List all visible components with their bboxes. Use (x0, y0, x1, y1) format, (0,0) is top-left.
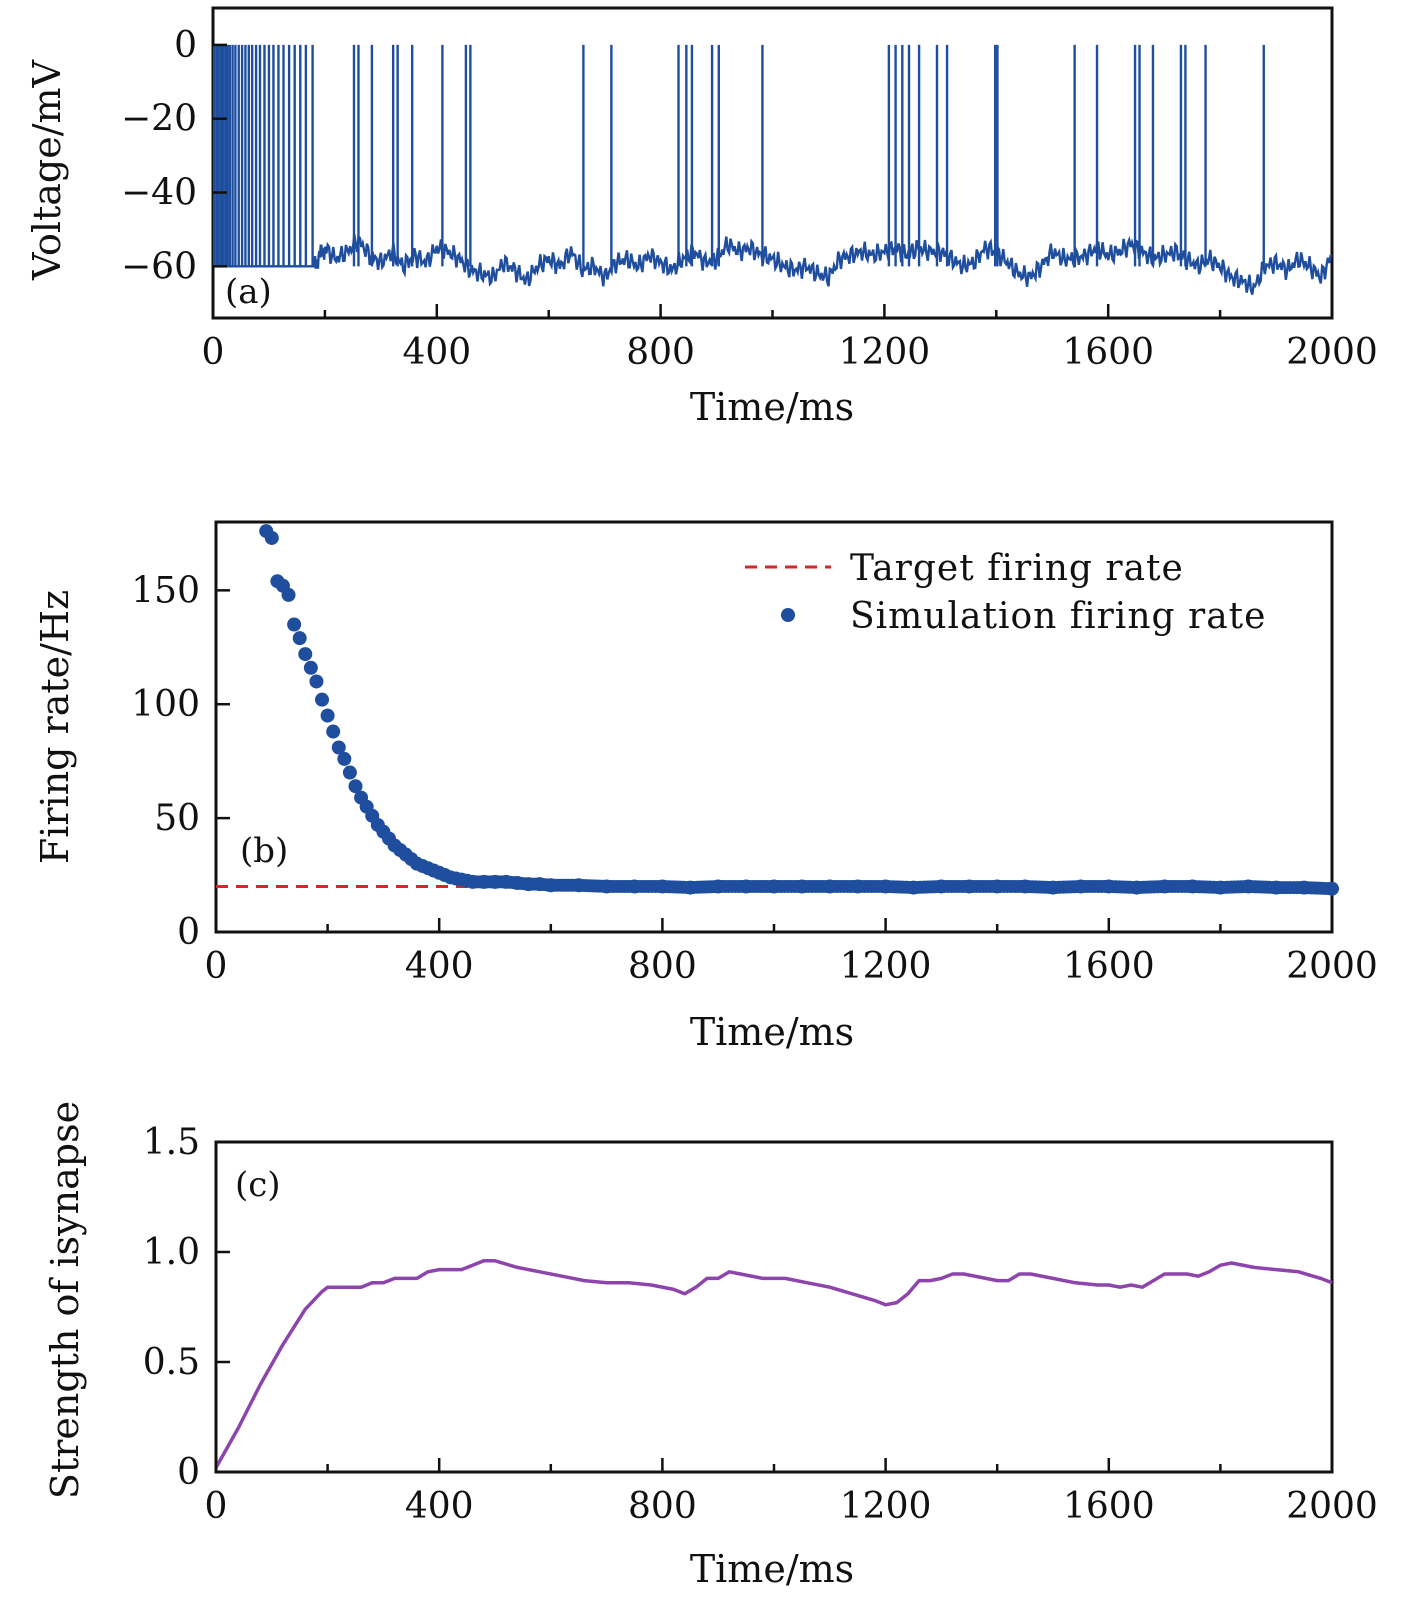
y-tick-label: 100 (131, 684, 200, 725)
x-tick-label: 2000 (1286, 1486, 1378, 1527)
sim-rate-point (337, 751, 352, 766)
panel-b-ylabel: Firing rate/Hz (33, 590, 77, 864)
x-tick-label: 400 (402, 332, 471, 373)
sim-rate-point (326, 724, 341, 739)
y-tick-label: −40 (121, 173, 197, 214)
x-tick-label: 400 (405, 946, 474, 987)
y-tick-label: 1.5 (143, 1122, 200, 1163)
y-tick-label: 50 (154, 798, 200, 839)
sim-rate-point (320, 708, 335, 723)
x-tick-label: 1600 (1062, 332, 1154, 373)
voltage-trace (213, 234, 1332, 295)
strength-line (214, 1259, 1333, 1469)
panel-a-ticks: 0 400 800 1200 1600 2000 0 −20 −40 −60 (121, 25, 1378, 373)
y-tick-label: 150 (131, 570, 200, 611)
x-tick-label: 800 (626, 332, 695, 373)
panel-a-plot (213, 44, 1332, 295)
sim-rate-point (331, 740, 346, 755)
y-tick-label: 1.0 (143, 1232, 200, 1273)
legend: Target firing rate Simulation firing rat… (745, 548, 1266, 637)
sim-rate-point (287, 617, 302, 632)
panel-a-label: (a) (225, 272, 272, 312)
sim-rate-point (303, 660, 318, 675)
y-tick-label: −60 (121, 246, 197, 287)
panel-a: 0 400 800 1200 1600 2000 0 −20 −40 −60 (a) Time/m… (25, 6, 1378, 429)
x-tick-label: 2000 (1286, 332, 1378, 373)
x-tick-label: 400 (405, 1486, 474, 1527)
y-tick-label: 0.5 (143, 1342, 200, 1383)
sim-rate-point (348, 779, 363, 794)
sim-rate-point (281, 587, 296, 602)
panel-c-label: (c) (235, 1165, 281, 1205)
panel-a-frame (211, 6, 1334, 320)
x-tick-label: 1600 (1063, 946, 1155, 987)
panel-b-label: (b) (240, 831, 288, 871)
panel-b-plot (216, 524, 1339, 896)
x-tick-label: 1200 (839, 332, 931, 373)
panel-c-ticks: 0 400 800 1200 1600 2000 0 0.5 1.0 1.5 (143, 1122, 1378, 1527)
panel-c-ylabel: Strength of isynapse (43, 1101, 87, 1499)
y-tick-label: −20 (121, 99, 197, 140)
panel-c-frame (214, 1140, 1334, 1474)
panel-c-xlabel: Time/ms (690, 1547, 854, 1591)
panel-b-ticks: 0 400 800 1200 1600 2000 0 50 100 150 (131, 570, 1378, 987)
y-tick-label: 0 (177, 912, 200, 953)
x-tick-label: 1600 (1063, 1486, 1155, 1527)
sim-rate-point (1325, 881, 1339, 896)
y-tick-label: 0 (177, 1452, 200, 1493)
x-tick-label: 0 (205, 946, 228, 987)
x-tick-label: 1200 (840, 1486, 932, 1527)
x-tick-label: 2000 (1286, 946, 1378, 987)
panel-c: 0 400 800 1200 1600 2000 0 0.5 1.0 1.5 (c) Time/m… (43, 1101, 1378, 1591)
panel-c-plot (214, 1259, 1333, 1469)
sim-rate-point (298, 647, 313, 662)
y-tick-label: 0 (174, 25, 197, 66)
voltage-trace-group (213, 44, 1332, 295)
x-tick-label: 800 (628, 946, 697, 987)
x-tick-label: 800 (628, 1486, 697, 1527)
sim-rate-point (342, 765, 357, 780)
panel-a-xlabel: Time/ms (690, 385, 854, 429)
x-tick-label: 0 (202, 332, 225, 373)
legend-simulation-label: Simulation firing rate (850, 596, 1266, 637)
sim-rate-point (309, 674, 324, 689)
legend-target-label: Target firing rate (850, 548, 1184, 589)
sim-rate-point (292, 631, 307, 646)
x-tick-label: 0 (205, 1486, 228, 1527)
panel-b: 0 400 800 1200 1600 2000 0 50 100 150 (b) Target … (33, 520, 1378, 1054)
sim-rate-point (315, 692, 330, 707)
legend-simulation-swatch (781, 608, 795, 622)
x-tick-label: 1200 (840, 946, 932, 987)
panel-a-ylabel: Voltage/mV (25, 59, 69, 281)
sim-rate-point (264, 530, 279, 545)
panel-b-xlabel: Time/ms (690, 1010, 854, 1054)
